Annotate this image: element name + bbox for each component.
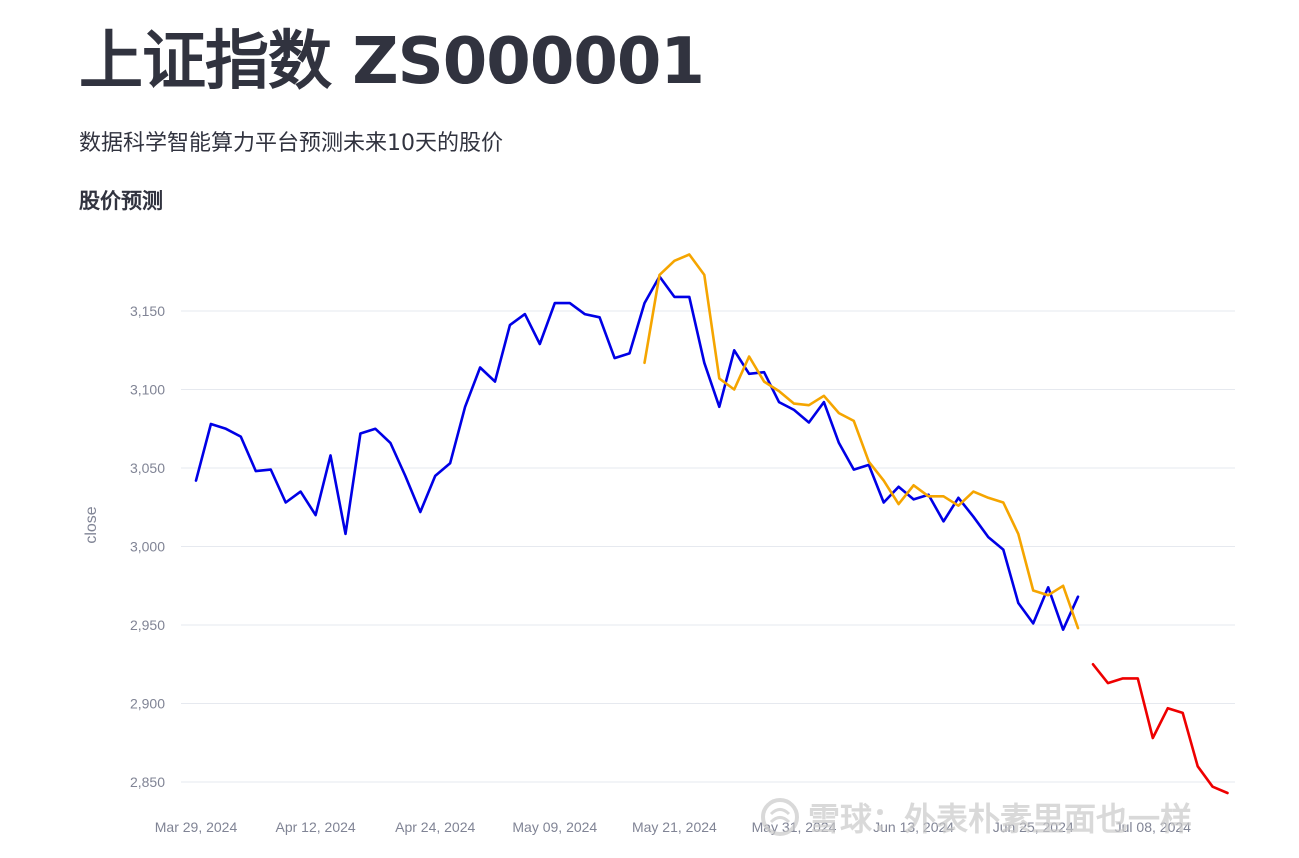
section-heading: 股价预测 [79,189,163,213]
x-tick-label: May 09, 2024 [512,819,597,835]
watermark: 雪球：外表朴素里面也一样 [761,798,1192,838]
y-tick-label: 2,850 [130,774,165,790]
x-tick-label: Mar 29, 2024 [155,819,238,835]
y-tick-label: 3,100 [130,382,165,398]
fitted-series-line [643,253,1080,630]
page-title: 上证指数 ZS000001 [79,25,705,99]
watermark-text: 雪球：外表朴素里面也一样 [808,800,1192,838]
x-tick-label: Jul 08, 2024 [1115,819,1191,835]
x-tick-label: Apr 24, 2024 [395,819,475,835]
x-tick-label: Jun 25, 2024 [993,819,1074,835]
series-lines [194,253,1229,795]
history-series-line [194,275,1080,632]
y-tick-label: 3,050 [130,460,165,476]
page-subtitle: 数据科学智能算力平台预测未来10天的股价 [79,131,503,156]
y-tick-label: 3,000 [130,539,165,555]
x-tick-label: May 21, 2024 [632,819,717,835]
snowball-logo-icon [761,798,799,836]
y-tick-label: 2,950 [130,617,165,633]
forecast-series-line [1091,662,1229,795]
y-axis-ticks: 2,850 2,900 2,950 3,000 3,050 3,100 3,150 [130,303,165,790]
y-tick-label: 2,900 [130,696,165,712]
x-tick-label: Jun 13, 2024 [873,819,954,835]
y-axis-title: close [83,506,100,543]
x-tick-label: Apr 12, 2024 [276,819,356,835]
grid-lines [181,310,1235,783]
y-tick-label: 3,150 [130,303,165,319]
